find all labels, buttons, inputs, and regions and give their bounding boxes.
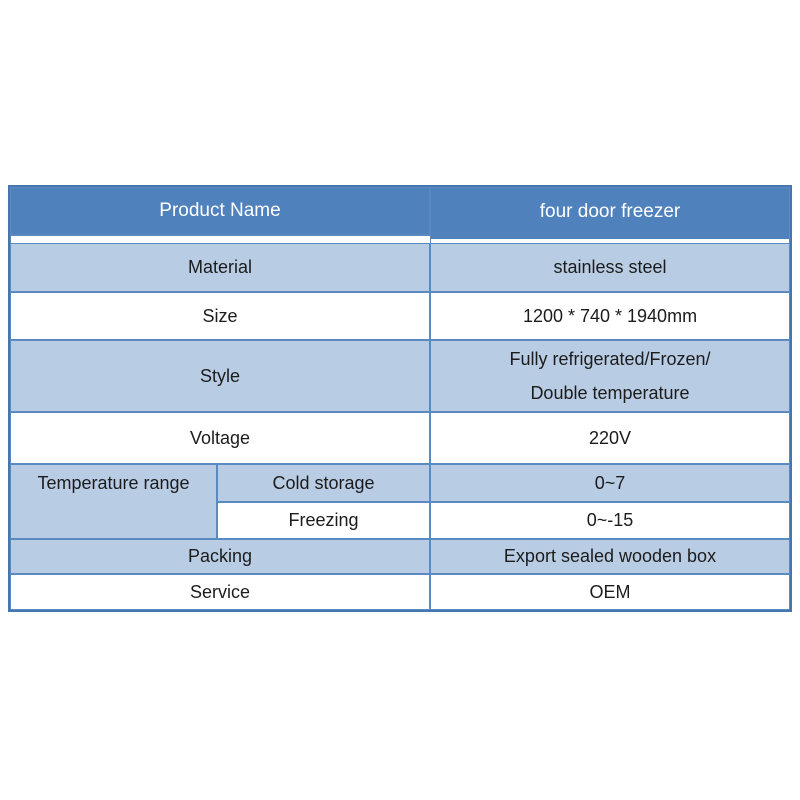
- style-value-cell: Fully refrigerated/Frozen/ Double temper…: [430, 340, 790, 412]
- style-label-cell: Style: [10, 340, 430, 412]
- header-product-value-cell: four door freezer: [430, 187, 790, 243]
- service-value-cell: OEM: [430, 574, 790, 610]
- packing-value-cell: Export sealed wooden box: [430, 539, 790, 574]
- voltage-value-cell: 220V: [430, 412, 790, 464]
- cold-storage-value-cell: 0~7: [430, 464, 790, 502]
- voltage-label-cell: Voltage: [10, 412, 430, 464]
- freezing-value-cell: 0~-15: [430, 502, 790, 539]
- header-underline-gap: [10, 235, 430, 243]
- material-label-cell: Material: [10, 243, 430, 292]
- service-label-cell: Service: [10, 574, 430, 610]
- temperature-range-label-cell: Temperature range: [10, 464, 217, 539]
- material-value-cell: stainless steel: [430, 243, 790, 292]
- cold-storage-label-cell: Cold storage: [217, 464, 430, 502]
- packing-label-cell: Packing: [10, 539, 430, 574]
- header-product-name-cell: Product Name: [10, 187, 430, 235]
- size-value-cell: 1200 * 740 * 1940mm: [430, 292, 790, 340]
- product-spec-table: Product Name four door freezer Material …: [8, 185, 792, 612]
- freezing-label-cell: Freezing: [217, 502, 430, 539]
- size-label-cell: Size: [10, 292, 430, 340]
